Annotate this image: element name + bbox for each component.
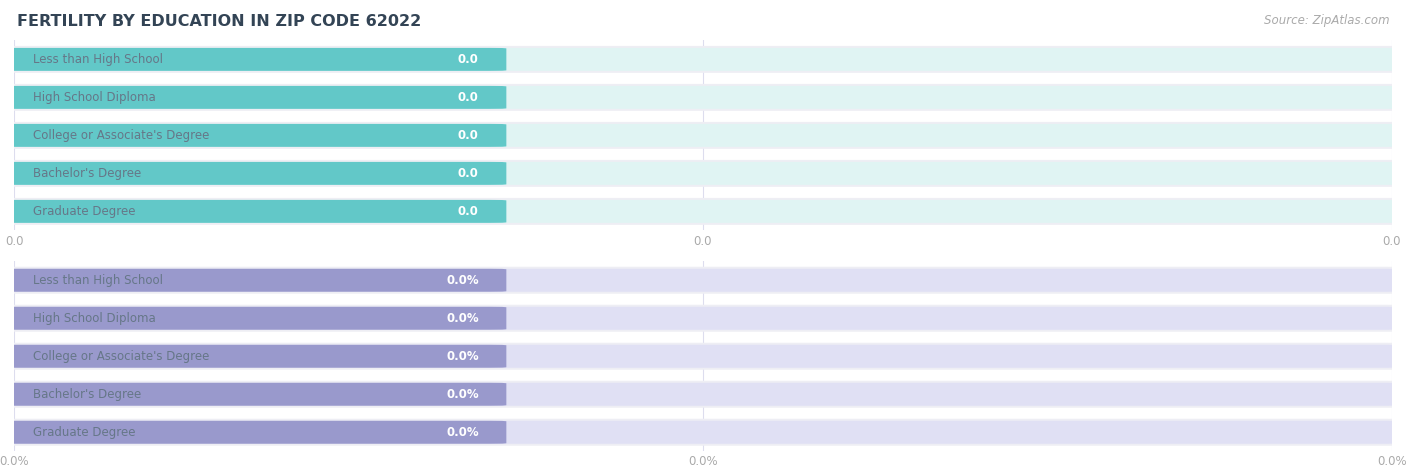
FancyBboxPatch shape	[0, 421, 1405, 444]
FancyBboxPatch shape	[0, 48, 506, 71]
FancyBboxPatch shape	[0, 383, 506, 406]
Text: Less than High School: Less than High School	[34, 274, 163, 287]
FancyBboxPatch shape	[0, 122, 1406, 149]
FancyBboxPatch shape	[0, 343, 1406, 370]
Text: High School Diploma: High School Diploma	[34, 91, 156, 104]
Text: 0.0%: 0.0%	[446, 426, 479, 439]
Text: Bachelor's Degree: Bachelor's Degree	[34, 388, 142, 401]
FancyBboxPatch shape	[0, 307, 506, 330]
Text: 0.0: 0.0	[458, 167, 479, 180]
FancyBboxPatch shape	[0, 381, 1406, 408]
Text: Source: ZipAtlas.com: Source: ZipAtlas.com	[1264, 14, 1389, 27]
FancyBboxPatch shape	[0, 200, 1405, 223]
Text: Graduate Degree: Graduate Degree	[34, 205, 136, 218]
Text: 0.0%: 0.0%	[446, 388, 479, 401]
Text: High School Diploma: High School Diploma	[34, 312, 156, 325]
FancyBboxPatch shape	[0, 86, 506, 109]
FancyBboxPatch shape	[0, 46, 1406, 73]
FancyBboxPatch shape	[0, 162, 506, 185]
FancyBboxPatch shape	[0, 200, 506, 223]
FancyBboxPatch shape	[0, 305, 1406, 332]
FancyBboxPatch shape	[0, 345, 506, 368]
FancyBboxPatch shape	[0, 124, 506, 147]
FancyBboxPatch shape	[0, 84, 1406, 111]
FancyBboxPatch shape	[0, 307, 1405, 330]
Text: FERTILITY BY EDUCATION IN ZIP CODE 62022: FERTILITY BY EDUCATION IN ZIP CODE 62022	[17, 14, 422, 29]
Text: 0.0: 0.0	[458, 205, 479, 218]
Text: College or Associate's Degree: College or Associate's Degree	[34, 350, 209, 363]
FancyBboxPatch shape	[0, 383, 1405, 406]
Text: 0.0%: 0.0%	[446, 312, 479, 325]
FancyBboxPatch shape	[0, 267, 1406, 294]
Text: Graduate Degree: Graduate Degree	[34, 426, 136, 439]
Text: 0.0: 0.0	[458, 53, 479, 66]
FancyBboxPatch shape	[0, 160, 1406, 187]
FancyBboxPatch shape	[0, 198, 1406, 225]
Text: 0.0: 0.0	[458, 129, 479, 142]
FancyBboxPatch shape	[0, 419, 1406, 446]
Text: 0.0%: 0.0%	[446, 350, 479, 363]
Text: 0.0%: 0.0%	[446, 274, 479, 287]
Text: Bachelor's Degree: Bachelor's Degree	[34, 167, 142, 180]
Text: 0.0: 0.0	[458, 91, 479, 104]
FancyBboxPatch shape	[0, 162, 1405, 185]
FancyBboxPatch shape	[0, 421, 506, 444]
FancyBboxPatch shape	[0, 48, 1405, 71]
Text: Less than High School: Less than High School	[34, 53, 163, 66]
FancyBboxPatch shape	[0, 269, 506, 292]
Text: College or Associate's Degree: College or Associate's Degree	[34, 129, 209, 142]
FancyBboxPatch shape	[0, 345, 1405, 368]
FancyBboxPatch shape	[0, 124, 1405, 147]
FancyBboxPatch shape	[0, 269, 1405, 292]
FancyBboxPatch shape	[0, 86, 1405, 109]
